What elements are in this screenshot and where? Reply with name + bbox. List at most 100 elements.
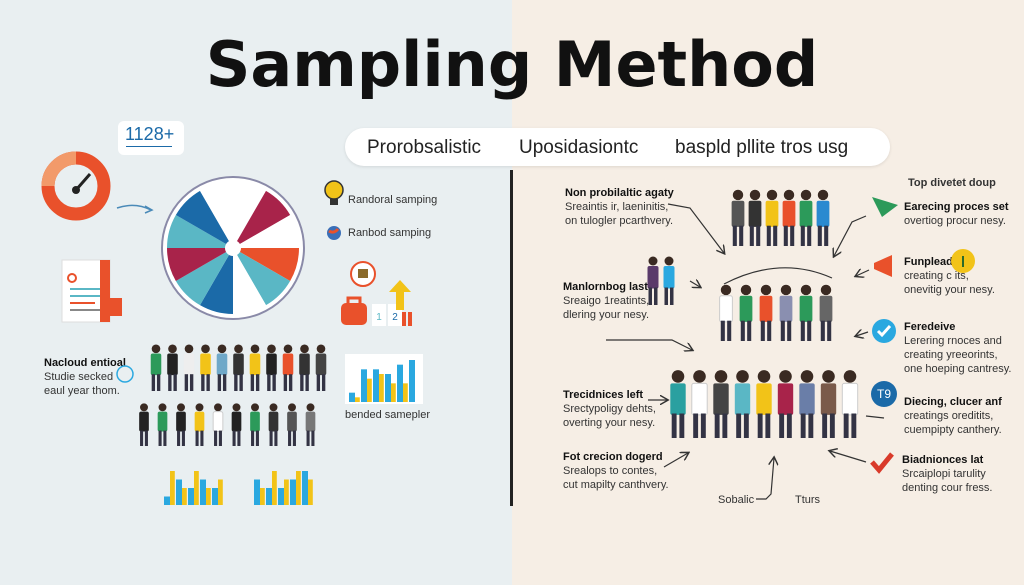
bottom-label-sobalic: Sobalic [718,494,755,506]
megaphone-icon [874,255,892,277]
wheel-segment [233,215,299,248]
bar-yellow [218,479,223,505]
note-line: overting your nesy. [563,417,656,429]
sampling-wheel [161,176,305,320]
person-figure [305,403,316,446]
section-divider [510,170,513,506]
mini-bar-chart-b [254,471,313,505]
wheel-hub [225,240,241,256]
note-line: eaul year thom. [44,385,120,397]
document-hand-icon [61,259,122,323]
bar-yellow [182,488,187,505]
note-title: Fot crecion dogerd [563,451,663,463]
target-icon [350,261,376,287]
person-figure [819,284,833,341]
person-figure [231,403,242,446]
note-title: Diecing, clucer anf [904,396,1002,408]
note-line: Studie secked [44,371,114,383]
bar-yellow [284,479,289,505]
person-figure [194,403,205,446]
person-figure [663,256,675,305]
note-nacloud: Nacloud entioal Studie secked eaul year … [44,356,126,398]
bar-blue [266,488,272,505]
bar-blue [409,360,415,402]
left-note-4: Fot crecion dogerd Srealops to contes, cut… [563,450,669,492]
right-note-5: Biadnionces lat Srcaiplopi tarulity dentin… [902,453,993,495]
check-badge-icon [872,319,896,343]
bar-blue [290,479,296,505]
globe-icon [327,226,341,240]
person-figure [216,344,228,391]
wheel-segment [167,248,233,281]
note-title: Funpleadl' [904,256,959,268]
person-figure [739,284,753,341]
note-line: one hoeping cantresy. [904,363,1012,375]
bar-yellow [391,383,396,402]
pair-of-people-icon [647,256,675,305]
wheel-segment [200,248,233,314]
person-figure [765,189,779,246]
person-figure [315,344,327,391]
person-figure [139,403,149,446]
person-figure [841,370,859,438]
gauge-icon [41,151,111,221]
person-figure [731,189,745,246]
crowd-left-row1 [150,344,327,391]
note-line: cut mapilty canthvery. [563,479,669,491]
bar-yellow [170,471,175,505]
wheel-segment [167,215,233,248]
note-line: cuempipty canthery. [904,424,1002,436]
block-1: 1 [372,304,386,326]
left-note-3: Trecidnices left Srectypoligy dehts, overt… [563,388,656,430]
right-note-2: Funpleadl' creating c its, onevitig your n… [904,255,995,297]
crowd-right-middle [719,284,833,341]
counter-badge: 1128+ [118,121,184,155]
wheel-segment [233,190,291,248]
person-figure [647,256,659,305]
bag-icon [341,296,367,325]
bar-yellow [272,471,277,505]
pill-label-other: baspld pllite tros usg [675,137,849,158]
bar-blue [385,374,391,402]
wheel-segment [233,248,299,281]
note-line: Lerering rnoces and [904,335,1002,347]
bar-blue [200,479,206,505]
person-figure [167,344,178,391]
person-figure [734,370,751,438]
note-line: overtiog procur nesy. [904,215,1006,227]
person-figure [777,370,794,438]
person-figure [287,403,297,446]
person-figure [266,344,277,391]
note-line: Srectypoligy dehts, [563,403,656,415]
left-note-2: Manlornbog last Sreaigo 1reatints, dlering… [563,280,649,322]
paper-plane-icon [872,197,898,217]
note-line: onevitig your nesy. [904,284,995,296]
person-figure [782,189,796,246]
crowd-right-bottom [670,370,859,438]
info-pin-icon [951,249,975,273]
bar-yellow [355,397,360,402]
legend-banded-sampling: Ranbod samping [348,227,432,239]
bar-blue [302,471,308,505]
bar-blue [397,364,403,402]
person-figure [816,189,830,246]
bar-yellow [367,378,372,402]
person-figure [670,370,686,438]
arrow-to-wheel [116,204,154,214]
note-title: Manlornbog last [563,281,648,293]
small-circle-icon [116,365,134,383]
bar-blue [373,369,379,402]
bar-blue [212,488,218,505]
note-title: Biadnionces lat [902,454,984,466]
number-badge-icon: T9 [871,381,897,407]
top-right-heading: Top divetet doup [908,177,996,189]
bottom-label-tturs: Tturs [795,494,821,506]
note-line: Srealops to contes, [563,465,658,477]
lightbulb-icon [324,180,344,205]
person-figure [799,189,813,246]
counter-text: 1128+ [125,124,175,144]
bar-chart-icon [345,354,423,404]
bar-blue [361,369,367,402]
note-line: on tulogler pcarthvery. [565,215,674,227]
